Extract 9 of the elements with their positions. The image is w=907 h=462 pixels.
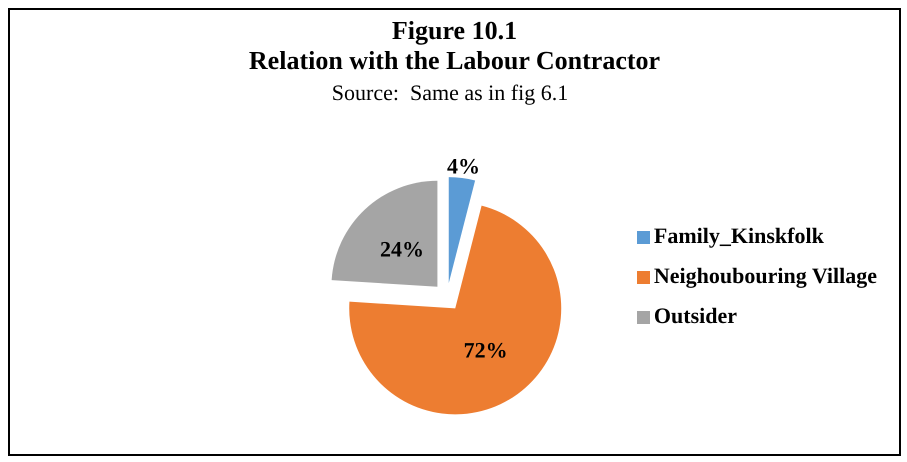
data-label: 72%: [464, 338, 508, 363]
data-label: 4%: [447, 154, 480, 179]
data-label: 24%: [380, 236, 424, 262]
chart-title: Figure 10.1: [390, 16, 518, 46]
legend-label: Family_Kinskfolk: [654, 223, 824, 248]
source-note: Source: Same as in fig 6.1: [330, 80, 570, 106]
legend-label: Outsider: [654, 303, 738, 328]
legend-label: Neighoubouring Village: [654, 263, 877, 288]
chart-subtitle: Relation with the Labour Contractor: [248, 46, 662, 76]
